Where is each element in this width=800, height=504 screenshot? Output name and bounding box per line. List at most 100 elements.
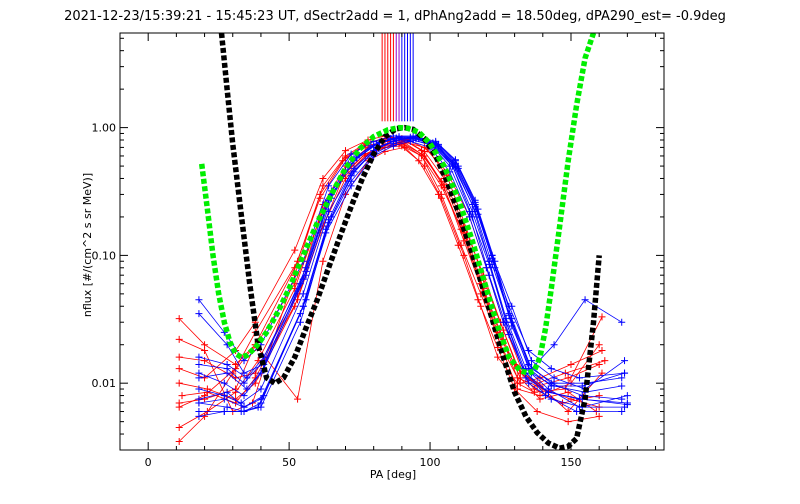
series-blue-21-point-4 [302, 264, 310, 272]
series-red-6-point-4 [291, 285, 299, 293]
series-red-4-line [179, 140, 597, 413]
series-blue-20-point-1 [220, 395, 228, 403]
vertical-markers-layer [381, 33, 414, 122]
series-blue-13-point-15 [528, 357, 536, 365]
series-blue-14-point-1 [220, 379, 228, 387]
series-blue-20-point-6 [347, 169, 355, 177]
x-tick-label-1: 50 [282, 456, 296, 469]
series-blue-18-point-4 [296, 310, 304, 318]
x-axis-label: PA [deg] [370, 468, 416, 481]
series-red-9-point-0 [178, 392, 186, 400]
series-red-8-point-17 [564, 374, 572, 382]
series-blue-18-point-18 [623, 401, 631, 409]
series-blue-18-point-6 [347, 177, 355, 185]
series-blue-18-point-16 [544, 388, 552, 396]
series-blue-21-point-0 [195, 361, 203, 369]
series-blue-10-point-17 [573, 408, 581, 416]
series-red-6-point-10 [415, 157, 423, 165]
series-blue-21-point-1 [223, 365, 231, 373]
x-tick-label-2: 100 [420, 456, 441, 469]
series-blue-17-point-16 [547, 365, 555, 373]
series-red-2-point-4 [291, 302, 299, 310]
series-red-9-point-17 [567, 361, 575, 369]
series-blue-15-point-18 [618, 382, 626, 390]
series-blue-19-point-4 [302, 271, 310, 279]
series-red-0-point-18 [595, 392, 603, 400]
series-blue-17-point-17 [575, 374, 583, 382]
series-blue-18-point-3 [254, 403, 262, 411]
series-blue-12-point-5 [325, 208, 333, 216]
series-red-8-point-4 [291, 246, 299, 254]
series-blue-18-point-2 [237, 408, 245, 416]
series-red-8-point-5 [319, 174, 327, 182]
series-blue-16-point-15 [525, 379, 533, 387]
series-red-1-point-18 [601, 357, 609, 365]
series-red-7-point-5 [316, 194, 324, 202]
series-blue-21-point-16 [550, 379, 558, 387]
series-red-7-point-0 [175, 437, 183, 445]
fit-curve-green [198, 33, 597, 376]
series-blue-15-point-0 [195, 353, 203, 361]
series-blue-19-point-18 [618, 318, 626, 326]
series-blue-19-point-17 [581, 296, 589, 304]
series-blue-20-point-3 [257, 395, 265, 403]
series-blue-21-point-8 [395, 133, 403, 141]
fit-curve-black [218, 33, 602, 450]
series-red-7-point-6 [341, 154, 349, 162]
series-blue-16-point-14 [505, 331, 513, 339]
series-blue-13-line [198, 136, 625, 408]
series-red-6-point-0 [175, 423, 183, 431]
y-axis-label: nflux [#/(cm^2 s sr MeV)] [81, 173, 94, 317]
series-red-6-point-11 [435, 190, 443, 198]
series-blue-17-point-0 [195, 310, 203, 318]
chart-title: 2021-12-23/15:39:21 - 15:45:23 UT, dSect… [64, 9, 726, 24]
series-blue-19-point-16 [550, 341, 558, 349]
series-red-3-point-5 [319, 257, 327, 265]
series-blue-21-point-18 [618, 374, 626, 382]
fit-curves-layer [198, 33, 602, 450]
series-red-9-point-10 [420, 152, 428, 160]
series-red-6-point-17 [564, 418, 572, 426]
series-blue-16-point-18 [623, 392, 631, 400]
series-blue-16-point-12 [468, 213, 476, 221]
series-blue-17-point-15 [525, 347, 533, 355]
series-red-7-point-14 [499, 326, 507, 334]
series-blue-10-point-4 [296, 318, 304, 326]
series-blue-20-line [198, 136, 625, 408]
series-blue-19-point-2 [243, 385, 251, 393]
series-red-4-point-0 [175, 335, 183, 343]
y-tick-label-1: 0.10 [92, 249, 117, 262]
series-red-6-point-18 [595, 412, 603, 420]
series-red-4-point-1 [201, 347, 209, 355]
series-red-3-point-18 [598, 313, 606, 321]
series-blue-20-point-0 [195, 399, 203, 407]
series-blue-16-point-13 [485, 271, 493, 279]
series-blue-16-point-2 [240, 357, 248, 365]
series-red-6-point-12 [454, 241, 462, 249]
series-red-9-point-18 [598, 347, 606, 355]
series-red-9-point-15 [516, 379, 524, 387]
series-red-9-line [181, 142, 603, 404]
series-blue-16-point-16 [547, 395, 555, 403]
data-series-layer [175, 132, 631, 445]
series-blue-21-line [198, 136, 622, 384]
series-blue-20-point-11 [451, 156, 459, 164]
series-red-2-point-0 [175, 379, 183, 387]
series-blue-14-point-3 [257, 369, 265, 377]
series-blue-21-point-2 [240, 379, 248, 387]
series-red-9-point-12 [460, 237, 468, 245]
series-red-8-point-18 [595, 361, 603, 369]
series-red-8-point-0 [175, 365, 183, 373]
series-red-2-point-18 [595, 341, 603, 349]
series-blue-16-point-5 [325, 182, 333, 190]
series-red-6-point-13 [474, 296, 482, 304]
series-blue-21-point-12 [474, 205, 482, 213]
series-red-8-line [179, 135, 600, 387]
series-red-7-point-17 [564, 408, 572, 416]
series-red-8-point-10 [418, 147, 426, 155]
series-blue-20-point-4 [299, 302, 307, 310]
series-blue-12-point-3 [257, 385, 265, 393]
series-blue-21-point-10 [435, 140, 443, 148]
